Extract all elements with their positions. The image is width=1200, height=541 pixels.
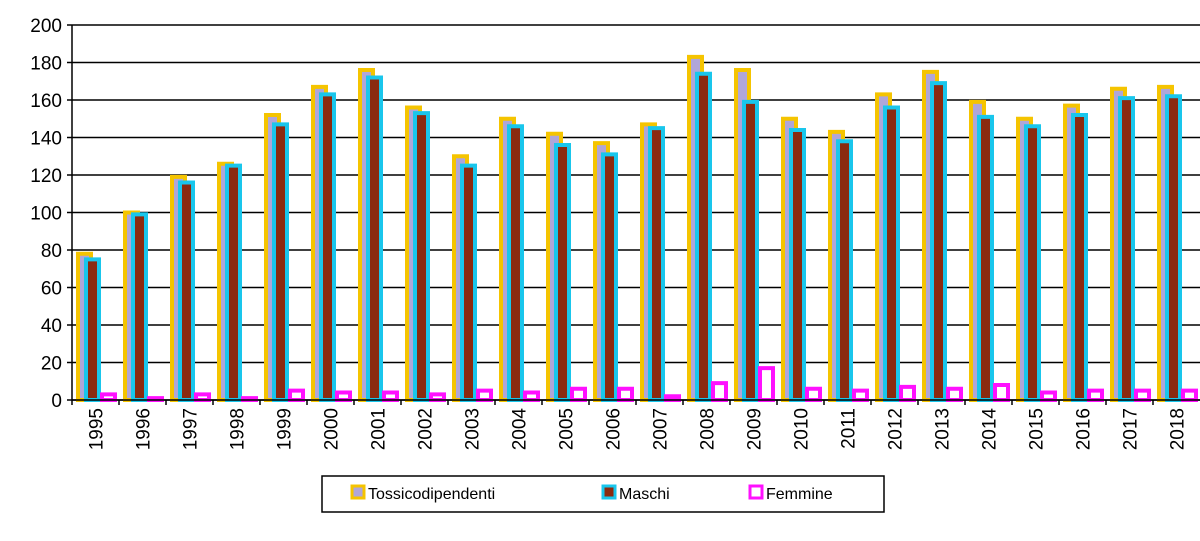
bar xyxy=(100,392,117,402)
bar xyxy=(413,111,430,402)
x-tick-label: 2016 xyxy=(1074,408,1095,450)
y-tick-label: 120 xyxy=(30,166,62,187)
x-tick-label: 2005 xyxy=(557,408,578,450)
x-tick-label: 2015 xyxy=(1027,408,1048,450)
bar xyxy=(617,386,634,402)
x-tick-label: 1997 xyxy=(181,408,202,450)
y-tick-label: 80 xyxy=(41,241,62,262)
bar xyxy=(507,124,524,402)
bar xyxy=(1087,388,1104,402)
x-tick-label: 1995 xyxy=(87,408,108,450)
x-tick-label: 2002 xyxy=(416,408,437,450)
x-tick-label: 2018 xyxy=(1168,408,1189,450)
bar xyxy=(178,180,195,402)
legend-label: Maschi xyxy=(619,486,670,503)
bar xyxy=(758,366,775,402)
x-tick-label: 2000 xyxy=(322,408,343,450)
bar xyxy=(805,386,822,402)
bar xyxy=(554,143,571,402)
bar xyxy=(836,139,853,402)
bar xyxy=(946,386,963,402)
x-tick-label: 1998 xyxy=(228,408,249,450)
bar xyxy=(1181,388,1198,402)
bar xyxy=(1134,388,1151,402)
x-tick-label: 2013 xyxy=(933,408,954,450)
bar xyxy=(1118,96,1135,402)
bar xyxy=(523,390,540,402)
bar xyxy=(272,122,289,402)
bar xyxy=(852,388,869,402)
bar xyxy=(382,390,399,402)
bar xyxy=(1165,94,1182,402)
y-tick-label: 100 xyxy=(30,204,62,225)
y-tick-label: 40 xyxy=(41,316,62,337)
bar xyxy=(993,383,1010,402)
legend-swatch xyxy=(601,484,617,500)
bar xyxy=(194,392,211,402)
x-tick-label: 1999 xyxy=(275,408,296,450)
bar xyxy=(742,99,759,402)
bar xyxy=(695,71,712,402)
bar xyxy=(1071,113,1088,402)
bar xyxy=(288,388,305,402)
bar xyxy=(930,81,947,402)
bar xyxy=(899,384,916,402)
x-tick-label: 2010 xyxy=(792,408,813,450)
x-tick-label: 1996 xyxy=(134,408,155,450)
y-tick-label: 60 xyxy=(41,279,62,300)
legend-swatch xyxy=(748,484,764,500)
bar xyxy=(1040,390,1057,402)
x-tick-label: 2007 xyxy=(651,408,672,450)
x-tick-label: 2004 xyxy=(510,408,531,451)
bar xyxy=(225,163,242,402)
legend: Tossicodipendenti Maschi Femmine xyxy=(321,475,885,513)
y-tick-label: 180 xyxy=(30,54,62,75)
bar xyxy=(84,257,101,402)
x-tick-label: 2017 xyxy=(1121,408,1142,450)
bar xyxy=(460,163,477,402)
bar xyxy=(429,392,446,402)
legend-label: Tossicodipendenti xyxy=(368,486,495,503)
bar xyxy=(131,212,148,402)
legend-swatch xyxy=(350,484,366,500)
bar xyxy=(366,75,383,402)
bar xyxy=(476,388,493,402)
x-tick-label: 2012 xyxy=(886,408,907,450)
bar xyxy=(570,386,587,402)
x-tick-label: 2014 xyxy=(980,408,1001,451)
y-tick-label: 0 xyxy=(51,391,62,412)
bar xyxy=(883,105,900,402)
x-tick-label: 2003 xyxy=(463,408,484,450)
y-tick-label: 140 xyxy=(30,129,62,150)
bar xyxy=(319,92,336,402)
legend-label: Femmine xyxy=(766,486,833,503)
bar xyxy=(335,390,352,402)
bar xyxy=(711,381,728,402)
bar xyxy=(648,126,665,402)
bar xyxy=(789,128,806,402)
bar xyxy=(601,152,618,402)
x-tick-label: 2006 xyxy=(604,408,625,450)
x-tick-label: 2008 xyxy=(698,408,719,450)
bar xyxy=(1024,124,1041,402)
x-tick-label: 2011 xyxy=(839,408,860,449)
x-tick-label: 2001 xyxy=(369,408,390,450)
x-tick-label: 2009 xyxy=(745,408,766,450)
bar xyxy=(977,114,994,402)
y-tick-label: 160 xyxy=(30,91,62,112)
y-tick-label: 200 xyxy=(30,16,62,37)
y-tick-label: 20 xyxy=(41,354,62,375)
